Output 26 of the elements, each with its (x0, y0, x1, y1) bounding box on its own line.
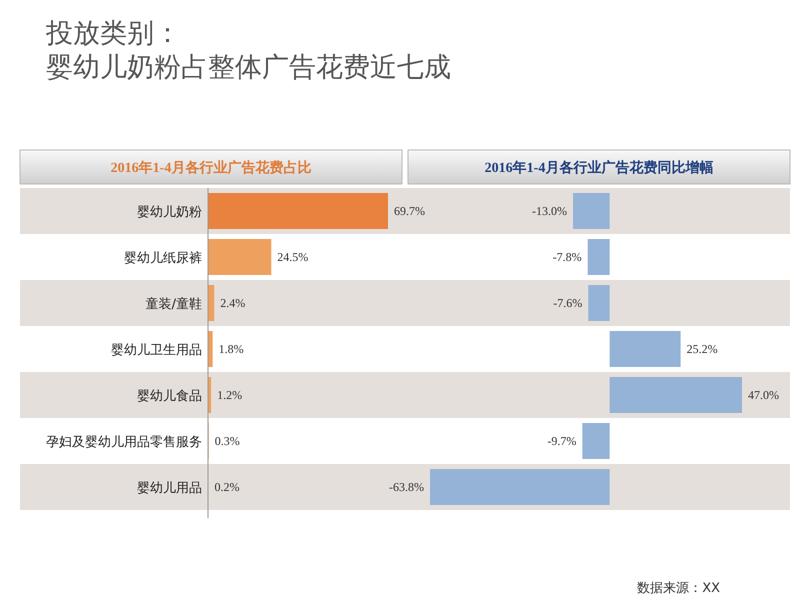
data-label: -7.8% (552, 250, 582, 264)
y-tick-label: 婴幼儿奶粉 (137, 205, 202, 220)
text: 婴幼儿奶粉占整体广告花费近七成 (46, 52, 451, 83)
y-tick-label: 孕妇及婴幼儿用品零售服务 (46, 435, 202, 450)
chart-title: 2016年1-4月各行业广告花费同比增幅 (484, 159, 714, 176)
data-label: 0.2% (214, 480, 240, 494)
data-label: -13.0% (532, 204, 568, 218)
source-note: 数据来源：XX (637, 581, 720, 596)
data-label: -63.8% (389, 480, 424, 494)
data-label: 1.2% (217, 388, 242, 402)
y-tick-label: 童装/童鞋 (146, 296, 202, 312)
y-tick-label: 婴幼儿食品 (137, 389, 202, 404)
data-label: 25.2% (686, 342, 718, 356)
data-label: 1.8% (218, 342, 244, 356)
data-label: -7.6% (553, 296, 582, 310)
chart-title: 2016年1-4月各行业广告花费占比 (110, 159, 312, 176)
data-label: 0.3% (214, 434, 240, 448)
data-label: 24.5% (277, 250, 308, 264)
y-tick-label: 婴幼儿纸尿裤 (124, 251, 202, 266)
data-label: 47.0% (748, 388, 779, 402)
data-label: 69.7% (394, 204, 425, 218)
data-label: -9.7% (547, 434, 576, 448)
y-tick-label: 婴幼儿卫生用品 (111, 343, 202, 358)
text: 投放类别： (45, 18, 181, 49)
data-label: 2.4% (220, 296, 246, 310)
y-tick-label: 婴幼儿用品 (137, 481, 202, 496)
